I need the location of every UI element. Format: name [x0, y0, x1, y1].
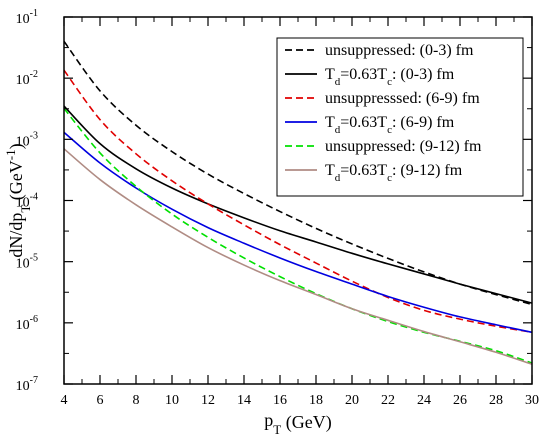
y-tick-label: 10-6 [16, 314, 38, 333]
legend-label-series-unsuppressed-0-3: unsuppressed: (0-3) fm [325, 42, 474, 59]
y-tick-label: 10-5 [16, 253, 38, 272]
x-tick-label: 30 [525, 393, 539, 408]
x-tick-label: 18 [309, 393, 323, 408]
legend-label-series-suppressed-0-3: Td=0.63Tc: (0-3) fm [325, 66, 455, 88]
plot-lines [63, 40, 533, 366]
y-tick-label: 10-7 [16, 375, 38, 394]
x-tick-label: 6 [97, 393, 104, 408]
x-tick-label: 16 [273, 393, 287, 408]
series-suppressed-0-3-line [63, 105, 533, 304]
y-tick-label: 10-4 [16, 192, 38, 211]
legend-box [276, 37, 524, 197]
legend: unsuppressed: (0-3) fm Td=0.63Tc: (0-3) f… [276, 37, 524, 197]
series-suppressed-9-12-line [63, 148, 533, 366]
x-tick-label: 8 [133, 393, 140, 408]
legend-label-series-suppressed-9-12: Td=0.63Tc: (9-12) fm [325, 162, 463, 184]
y-tick-label: 10-2 [16, 69, 38, 88]
x-tick-label: 12 [201, 393, 215, 408]
x-tick-label: 14 [237, 393, 251, 408]
x-tick-label: 20 [345, 393, 359, 408]
legend-label-series-unsuppressed-9-12: unsuppressed: (9-12) fm [325, 138, 482, 155]
x-tick-label: 28 [489, 393, 503, 408]
x-tick-label: 22 [381, 393, 395, 408]
x-tick-label: 4 [61, 393, 68, 408]
y-tick-label: 10-1 [16, 8, 38, 27]
x-axis: 4 6 8 10 12 14 16 18 20 22 24 26 28 30 [61, 17, 539, 408]
x-tick-label: 10 [165, 393, 179, 408]
x-axis-label: pT (GeV) [264, 410, 331, 436]
y-axis: 10-7 10-6 10-5 10-4 10-3 10-2 10-1 [16, 8, 532, 394]
y-tick-label: 10-3 [16, 130, 38, 149]
y-axis-label: dN/dpT (GeV-1) [3, 143, 33, 257]
legend-label-series-unsuppressed-6-9: unsuppresssed: (6-9) fm [325, 90, 480, 107]
series-unsuppressed-6-9-line [63, 69, 533, 334]
x-tick-label: 24 [417, 393, 431, 408]
x-tick-label: 26 [453, 393, 467, 408]
legend-label-series-suppressed-6-9: Td=0.63Tc: (6-9) fm [325, 114, 455, 136]
series-unsuppressed-0-3-line [63, 40, 533, 306]
